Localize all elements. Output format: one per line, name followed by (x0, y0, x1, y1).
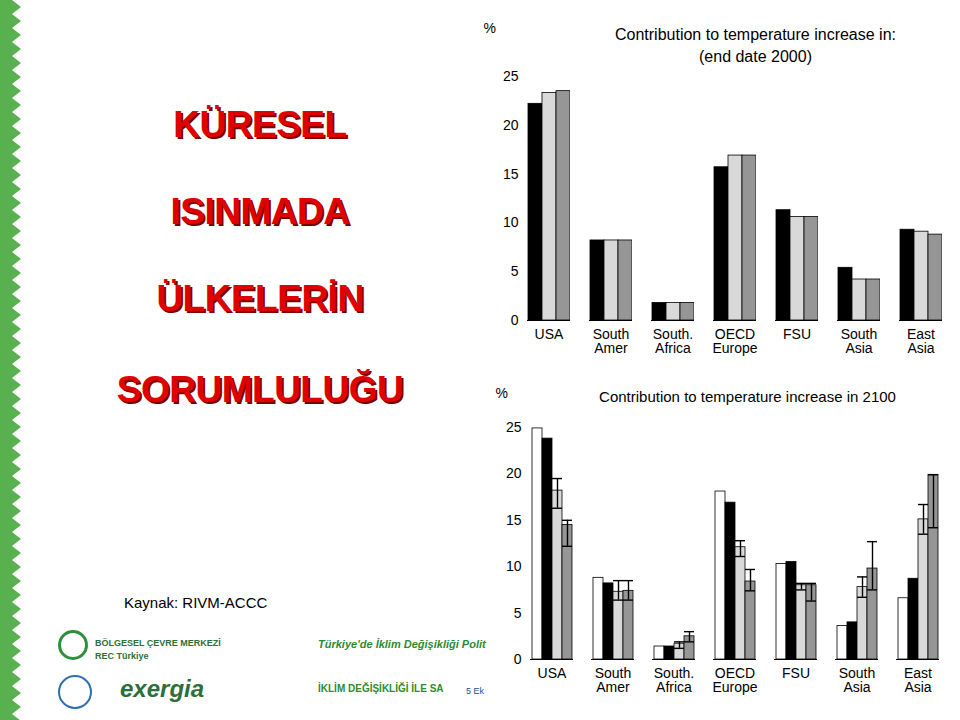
html-text:İKLİM DEĞİŞİKLİĞİ İLE SA: İKLİM DEĞİŞİKLİĞİ İLE SA (318, 683, 444, 694)
html-text:ISINMADA: ISINMADA (170, 191, 350, 232)
svg-text:SouthAmer: SouthAmer (593, 326, 630, 356)
html-text:Türkiye'de İklim Değişikliği P: Türkiye'de İklim Değişikliği Polit (318, 638, 486, 650)
svg-text:SouthAmer: SouthAmer (595, 665, 632, 695)
svg-text:%: % (484, 20, 496, 36)
svg-text:SouthAsia: SouthAsia (839, 665, 876, 695)
svg-text:South.Africa: South.Africa (654, 665, 694, 695)
svg-text:0: 0 (511, 312, 519, 328)
html-text:Contribution to temperature in: Contribution to temperature increase in: (615, 26, 896, 43)
svg-text:EastAsia: EastAsia (904, 665, 932, 695)
html-text:KÜRESEL: KÜRESEL (173, 104, 347, 145)
svg-text:FSU: FSU (782, 665, 810, 681)
svg-text:25: 25 (503, 68, 519, 84)
html-text:Kaynak: RIVM-ACCC: Kaynak: RIVM-ACCC (124, 594, 268, 611)
svg-text:USA: USA (535, 326, 564, 342)
svg-text:EastAsia: EastAsia (907, 326, 935, 356)
svg-text:20: 20 (503, 117, 519, 133)
html-text:5 Ek: 5 Ek (466, 686, 484, 696)
svg-text:20: 20 (506, 465, 522, 481)
svg-text:5: 5 (514, 605, 522, 621)
svg-text:USA: USA (538, 665, 567, 681)
html-text:(end date 2000): (end date 2000) (699, 48, 812, 65)
svg-text:15: 15 (503, 166, 519, 182)
html-text:ÜLKELERİN: ÜLKELERİN (156, 278, 364, 319)
html-text:SORUMLULUĞU: SORUMLULUĞU (116, 369, 404, 410)
svg-text:OECDEurope: OECDEurope (712, 665, 757, 695)
svg-text:10: 10 (506, 558, 522, 574)
svg-text:5: 5 (511, 263, 519, 279)
html-text:REC Türkiye: REC Türkiye (95, 651, 149, 661)
svg-text:FSU: FSU (783, 326, 811, 342)
svg-text:%: % (496, 385, 508, 401)
svg-text:OECDEurope: OECDEurope (712, 326, 757, 356)
svg-text:25: 25 (506, 419, 522, 435)
svg-text:0: 0 (514, 651, 522, 667)
html-text:BÖLGESEL ÇEVRE MERKEZİ: BÖLGESEL ÇEVRE MERKEZİ (95, 638, 221, 648)
svg-text:South.Africa: South.Africa (653, 326, 693, 356)
svg-text:10: 10 (503, 214, 519, 230)
html-text:Contribution to temperature in: Contribution to temperature increase in … (599, 388, 896, 405)
svg-text:15: 15 (506, 512, 522, 528)
svg-text:SouthAsia: SouthAsia (841, 326, 878, 356)
html-text:exergia: exergia (120, 675, 205, 702)
